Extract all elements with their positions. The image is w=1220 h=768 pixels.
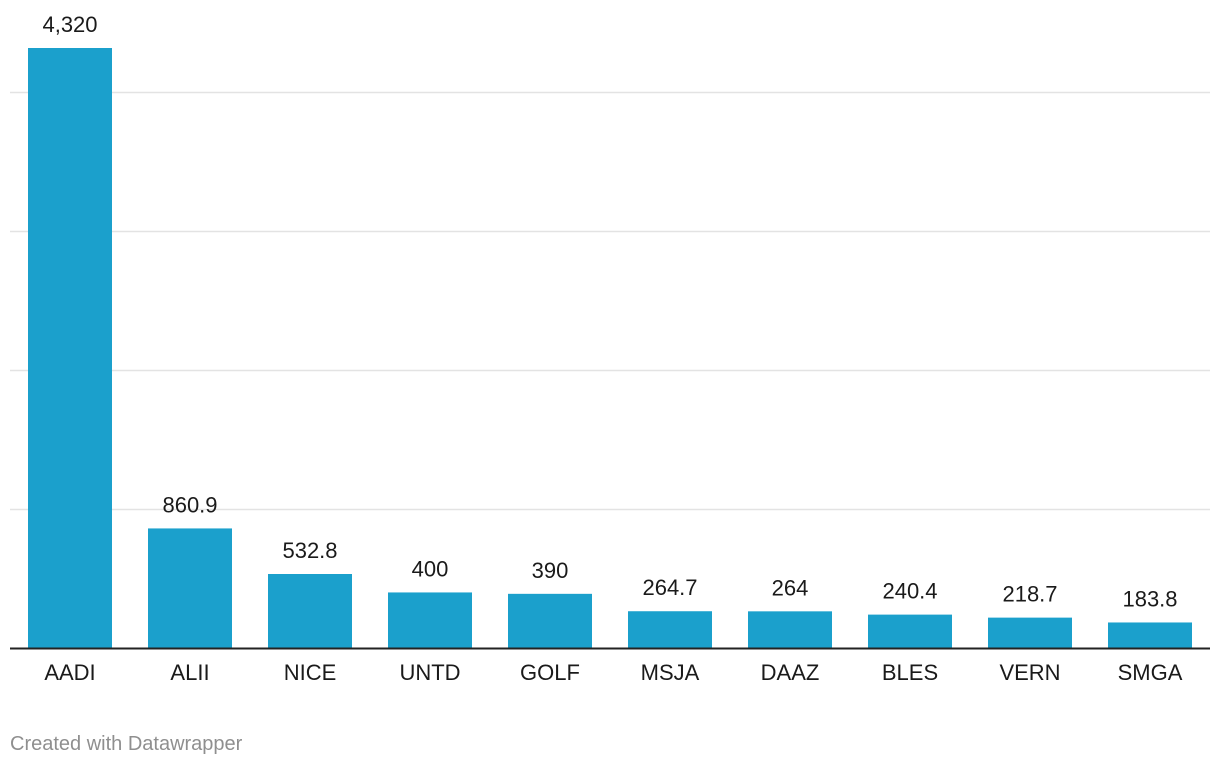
category-label: DAAZ: [761, 660, 820, 685]
category-label: MSJA: [641, 660, 700, 685]
footer-credit: Created with Datawrapper: [10, 733, 243, 755]
bar-value-label: 264.7: [642, 575, 697, 600]
category-label: ALII: [170, 660, 209, 685]
bar-value-label: 240.4: [882, 579, 937, 604]
category-label: VERN: [999, 660, 1060, 685]
bar: [388, 592, 472, 648]
category-label: AADI: [44, 660, 95, 685]
bar-value-label: 183.8: [1122, 586, 1177, 611]
bar-value-label: 4,320: [42, 12, 97, 37]
bar: [508, 593, 592, 648]
bar-value-label: 390: [532, 558, 569, 583]
category-label: BLES: [882, 660, 938, 685]
bar: [988, 617, 1072, 648]
bar-value-label: 532.8: [282, 538, 337, 563]
bar: [748, 611, 832, 648]
bar: [148, 528, 232, 648]
bar-chart: 4,320 AADI 860.9 ALII 532.8 NICE 400 UNTD 390 GOL…: [10, 12, 1210, 685]
bar: [28, 48, 112, 648]
bar-value-label: 860.9: [162, 492, 217, 517]
bar: [868, 614, 952, 648]
category-label: NICE: [284, 660, 337, 685]
bar: [1108, 622, 1192, 648]
bar-value-label: 218.7: [1002, 582, 1057, 607]
bar-value-label: 400: [412, 556, 449, 581]
category-label: GOLF: [520, 660, 580, 685]
bar: [628, 611, 712, 648]
bar: [268, 574, 352, 648]
bar-value-label: 264: [772, 575, 809, 600]
category-label: UNTD: [399, 660, 460, 685]
category-label: SMGA: [1118, 660, 1183, 685]
chart-canvas: 4,320 AADI 860.9 ALII 532.8 NICE 400 UNTD 390 GOL…: [10, 12, 1210, 685]
